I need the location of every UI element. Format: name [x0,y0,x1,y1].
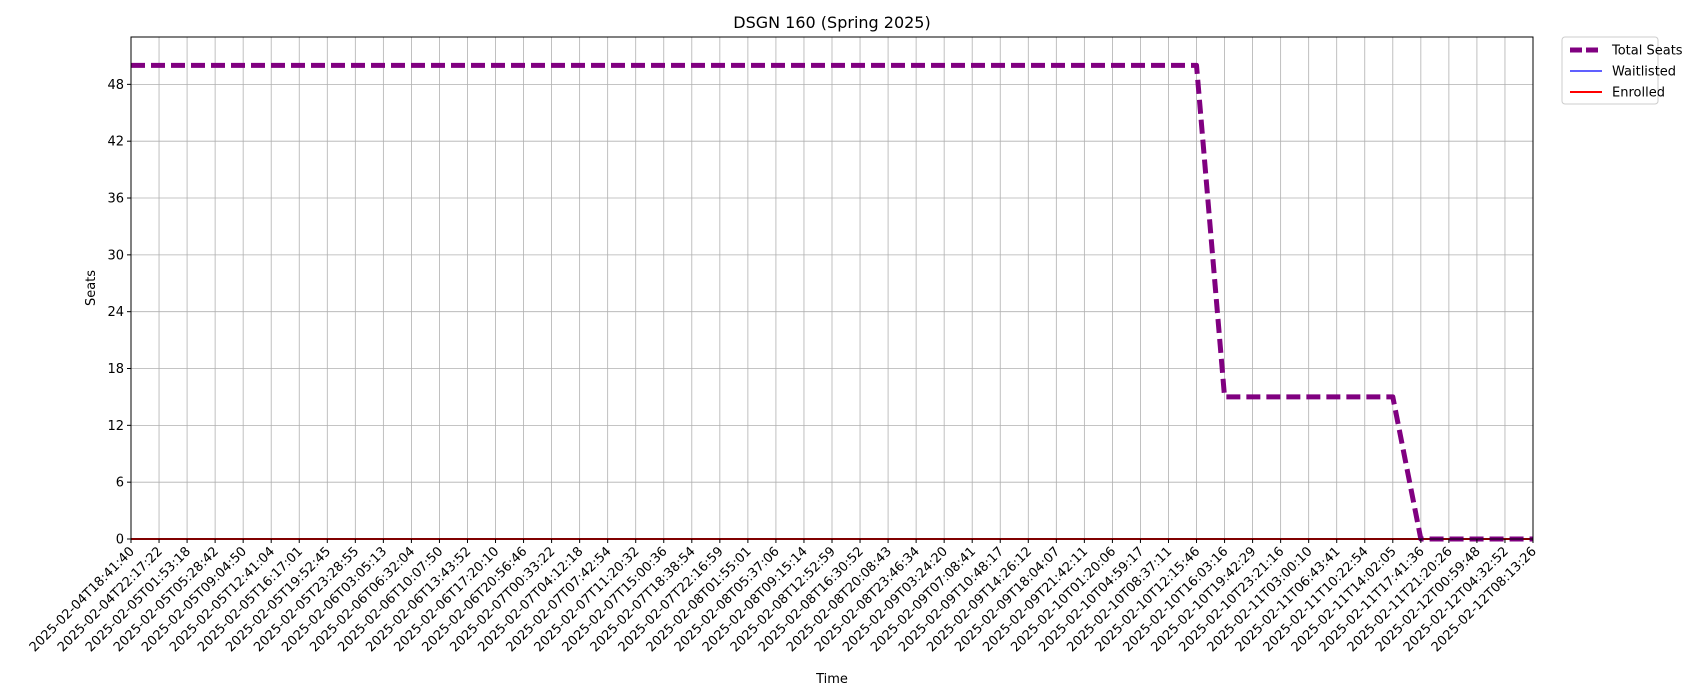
y-tick-label: 18 [107,362,124,377]
legend-label: Enrolled [1612,86,1665,101]
x-axis: 2025-02-04T18:41:402025-02-04T22:17:2220… [27,539,1540,655]
y-axis-label: Seats [84,270,99,306]
y-tick-label: 36 [107,192,124,207]
legend-box [1561,36,1659,105]
legend-label: Total Seats [1611,44,1683,59]
y-tick-label: 30 [107,248,124,263]
y-axis: 0 6 12 18 24 30 36 42 48 [107,78,131,548]
legend: Total Seats Waitlisted Enrolled [1561,36,1683,105]
y-tick-label: 48 [107,78,124,93]
chart-title: DSGN 160 (Spring 2025) [733,13,930,32]
y-tick-label: 42 [107,135,124,150]
y-tick-label: 0 [116,533,124,548]
grid [130,37,1534,540]
y-tick-label: 6 [116,476,124,491]
series-line-total-seats [131,62,1533,542]
y-tick-label: 24 [107,305,124,320]
legend-label: Waitlisted [1612,65,1676,80]
x-axis-label: Time [815,672,848,687]
y-tick-label: 12 [107,419,124,434]
